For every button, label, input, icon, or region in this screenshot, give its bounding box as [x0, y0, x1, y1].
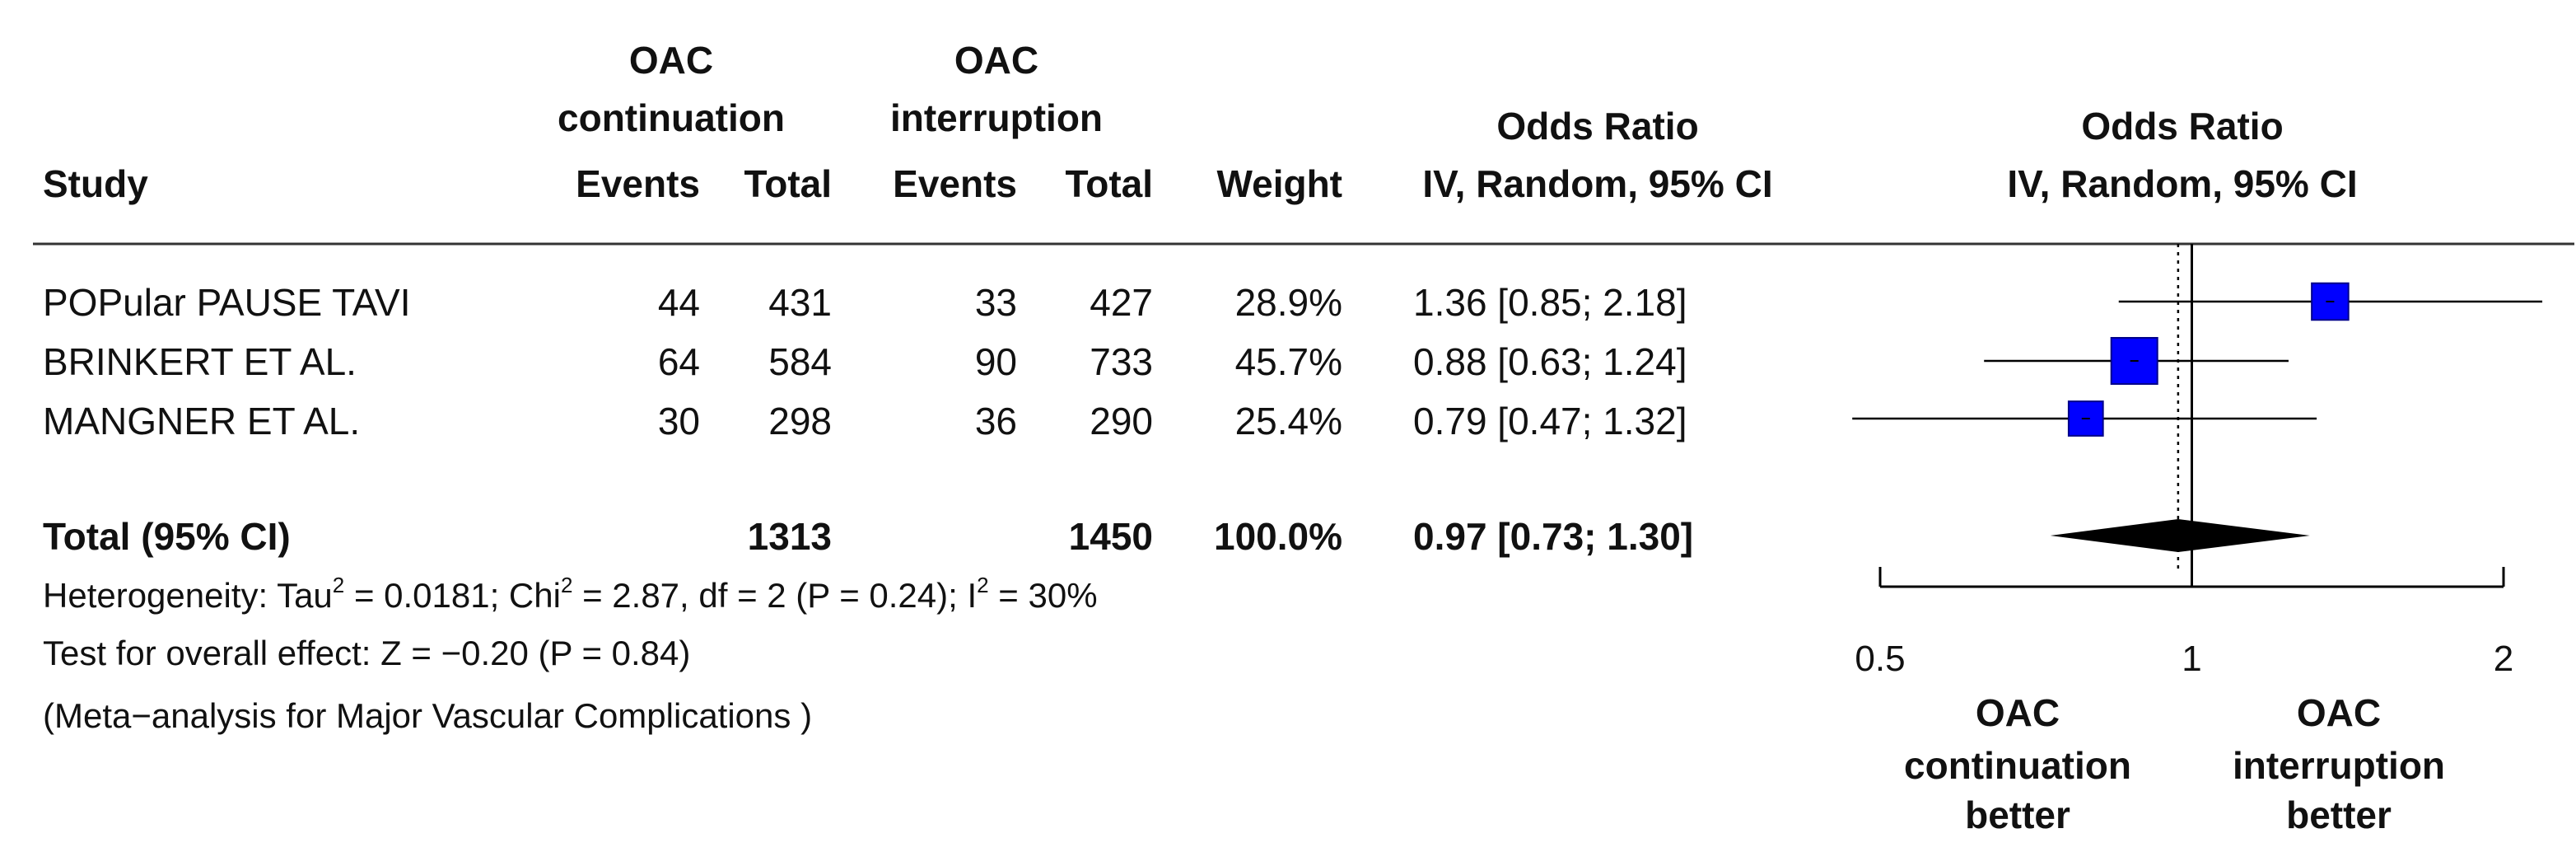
group2-label-line1: OAC	[954, 39, 1039, 82]
total2-value: 733	[1090, 340, 1153, 383]
study-box	[2311, 282, 2350, 321]
favours-right-line3: better	[2286, 793, 2392, 836]
heterogeneity-chi: = 2.87, df = 2 (P = 0.24); I	[582, 576, 978, 615]
total1-sum: 1313	[747, 515, 832, 558]
study-name: BRINKERT ET AL.	[43, 340, 357, 383]
plot-method-header: IV, Random, 95% CI	[2007, 162, 2358, 205]
pooled-diamond	[2050, 519, 2310, 552]
total-label: Total (95% CI)	[43, 515, 291, 558]
weight-value: 28.9%	[1234, 281, 1342, 324]
total2-value: 290	[1090, 400, 1153, 442]
ci-text: 1.36 [0.85; 2.18]	[1413, 281, 1687, 324]
ci-text: 0.88 [0.63; 1.24]	[1413, 340, 1687, 383]
or-method-header: IV, Random, 95% CI	[1422, 162, 1773, 205]
plot-title: Odds Ratio	[2081, 105, 2284, 147]
total-ci-text: 0.97 [0.73; 1.30]	[1413, 515, 1694, 558]
favours-left-line2: continuation	[1904, 744, 2131, 787]
total2-value: 427	[1090, 281, 1153, 324]
ci-text: 0.79 [0.47; 1.32]	[1413, 400, 1687, 442]
total2-header: Total	[1065, 162, 1153, 205]
x-tick-label: 0.5	[1855, 639, 1905, 679]
study-name: MANGNER ET AL.	[43, 400, 361, 442]
weight-value: 45.7%	[1234, 340, 1342, 383]
favours-left-line3: better	[1965, 793, 2070, 836]
group1-label-line1: OAC	[628, 39, 714, 82]
total1-header: Total	[744, 162, 832, 205]
events2-value: 36	[974, 400, 1017, 442]
favours-right-line1: OAC	[2296, 691, 2382, 734]
heterogeneity-text: Heterogeneity: Tau2 = 0.0181; Chi2 = 2.8…	[43, 573, 1098, 615]
total1-value: 584	[768, 340, 832, 383]
heterogeneity-prefix: Heterogeneity: Tau	[43, 576, 333, 615]
total1-value: 298	[768, 400, 832, 442]
events1-value: 44	[657, 281, 700, 324]
study-name: POPular PAUSE TAVI	[43, 281, 411, 324]
group2-label-line2: interruption	[889, 96, 1104, 139]
group1-label-line2: continuation	[558, 96, 785, 139]
weight-header: Weight	[1216, 162, 1342, 205]
or-title: Odds Ratio	[1496, 105, 1699, 147]
study-header: Study	[43, 162, 148, 205]
x-tick-label: 2	[2494, 639, 2513, 679]
events2-header: Events	[893, 162, 1017, 205]
events2-value: 33	[974, 281, 1017, 324]
events1-value: 30	[657, 400, 700, 442]
favours-right-line2: interruption	[2232, 744, 2446, 787]
analysis-caption: (Meta−analysis for Major Vascular Compli…	[43, 696, 813, 735]
heterogeneity-tau: = 0.0181; Chi	[353, 576, 561, 615]
weight-value: 25.4%	[1234, 400, 1342, 442]
events1-value: 64	[657, 340, 700, 383]
total2-sum: 1450	[1068, 515, 1153, 558]
events1-header: Events	[576, 162, 700, 205]
total-weight: 100.0%	[1213, 515, 1342, 558]
heterogeneity-i2: = 30%	[998, 576, 1098, 615]
events2-value: 90	[974, 340, 1017, 383]
favours-left-line1: OAC	[1975, 691, 2060, 734]
overall-effect-text: Test for overall effect: Z = −0.20 (P = …	[43, 634, 691, 672]
x-tick-label: 1	[2182, 639, 2201, 679]
total1-value: 431	[768, 281, 832, 324]
